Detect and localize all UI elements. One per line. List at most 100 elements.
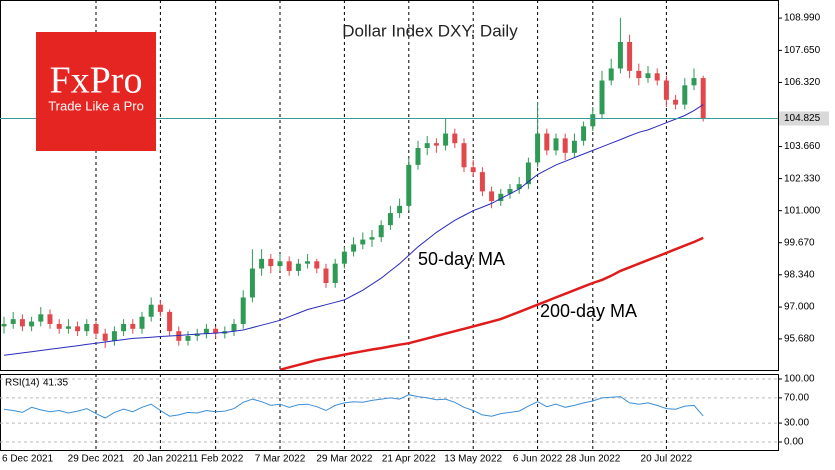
candle-body: [654, 73, 660, 81]
candle-body: [443, 133, 449, 146]
candle-body: [535, 133, 541, 163]
last-price-box: [779, 111, 829, 126]
y-tick-label: 108.990: [784, 13, 821, 24]
candle-body: [305, 261, 311, 264]
rsi-tick-label: 70.00: [784, 393, 809, 404]
candle-body: [1, 323, 7, 327]
candle-body: [397, 205, 403, 214]
logo-box: [36, 32, 156, 151]
y-tick-label: 102.330: [784, 173, 821, 184]
candle-body: [314, 261, 320, 269]
moving-average: [279, 236, 704, 370]
candle-body: [84, 323, 90, 332]
x-tick-label: 29 Dec 2021: [68, 454, 125, 465]
candle-body: [544, 133, 550, 151]
candle-body: [700, 78, 706, 119]
candle-body: [479, 172, 485, 192]
candle-body: [516, 184, 522, 189]
candle-body: [590, 114, 596, 127]
candle-body: [75, 326, 81, 332]
candle-body: [65, 326, 71, 329]
candle-body: [351, 244, 357, 252]
grid: [0, 0, 782, 450]
candle-body: [157, 304, 163, 312]
candle-body: [360, 239, 366, 245]
candle-body: [461, 143, 467, 168]
candle-body: [691, 78, 697, 86]
x-tick-label: 11 Feb 2022: [188, 454, 244, 465]
candle-body: [203, 328, 209, 334]
x-tick-label: 7 Mar 2022: [255, 454, 306, 465]
candle-body: [489, 191, 495, 202]
candle-body: [240, 297, 246, 324]
main-frame: [0, 0, 779, 371]
candle-body: [93, 323, 99, 334]
rsi-tick-label: 100.00: [784, 374, 815, 385]
x-tick-label: 20 Jan 2022: [133, 454, 188, 465]
rsi-last-value: 41.35: [43, 378, 68, 389]
x-tick-label: 28 Jun 2022: [565, 454, 620, 465]
x-tick-label: 6 Dec 2021: [2, 454, 54, 465]
candle-body: [286, 261, 292, 271]
rsi-frame: [0, 374, 779, 451]
candle-body: [581, 126, 587, 141]
candle-body: [470, 167, 476, 173]
candle-body: [332, 263, 338, 283]
moving-average: [3, 104, 704, 356]
candle-body: [663, 80, 669, 100]
candle-body: [47, 314, 53, 324]
candle-body: [139, 316, 145, 329]
x-tick-label: 13 May 2022: [444, 454, 502, 465]
candle-body: [130, 323, 136, 329]
candle-body: [553, 138, 559, 151]
candle-body: [424, 143, 430, 148]
y-tick-label: 103.660: [784, 141, 821, 152]
rsi-label: RSI(14): [5, 378, 39, 389]
candle-body: [341, 251, 347, 264]
logo-text: FxPro: [50, 60, 143, 102]
candle-body: [259, 258, 265, 269]
ma-label: 50-day MA: [418, 249, 505, 269]
rsi-panel: [3, 394, 704, 419]
candle-body: [176, 331, 182, 341]
candle-body: [231, 323, 237, 332]
x-tick-label: 6 Jun 2022: [513, 454, 563, 465]
y-tick-label: 98.340: [784, 269, 815, 280]
x-tick-label: 21 Apr 2022: [382, 454, 436, 465]
y-tick-label: 97.000: [784, 302, 815, 313]
candle-body: [645, 73, 651, 79]
y-tick-label: 106.320: [784, 77, 821, 88]
candle-body: [277, 261, 283, 267]
candle-body: [498, 193, 504, 202]
candle-body: [19, 319, 25, 327]
candle-body: [369, 237, 375, 240]
price-panel: [0, 17, 778, 370]
candle-body: [627, 41, 633, 71]
candle-body: [525, 162, 531, 185]
candle-body: [433, 143, 439, 146]
candle-body: [148, 304, 154, 317]
candle-body: [213, 328, 219, 334]
candle-body: [415, 148, 421, 165]
last-price-label: 104.825: [784, 113, 821, 124]
candle-body: [387, 213, 393, 226]
candle-body: [378, 225, 384, 238]
candle-body: [673, 99, 679, 105]
candle-body: [507, 188, 513, 194]
ma-label: 200-day MA: [540, 301, 637, 321]
y-tick-label: 99.670: [784, 237, 815, 248]
y-tick-label: 101.000: [784, 205, 821, 216]
rsi-tick-label: 0.00: [784, 437, 804, 448]
candle-body: [56, 323, 62, 329]
x-tick-label: 20 Jul 2022: [641, 454, 693, 465]
candle-body: [636, 70, 642, 79]
candle-body: [111, 331, 117, 341]
candle-body: [38, 314, 44, 322]
candle-body: [562, 138, 568, 153]
chart-title: Dollar Index DXY, Daily: [342, 21, 518, 40]
candle-body: [268, 258, 274, 267]
candle-body: [599, 80, 605, 115]
candle-body: [452, 133, 458, 144]
candle-body: [185, 336, 191, 341]
